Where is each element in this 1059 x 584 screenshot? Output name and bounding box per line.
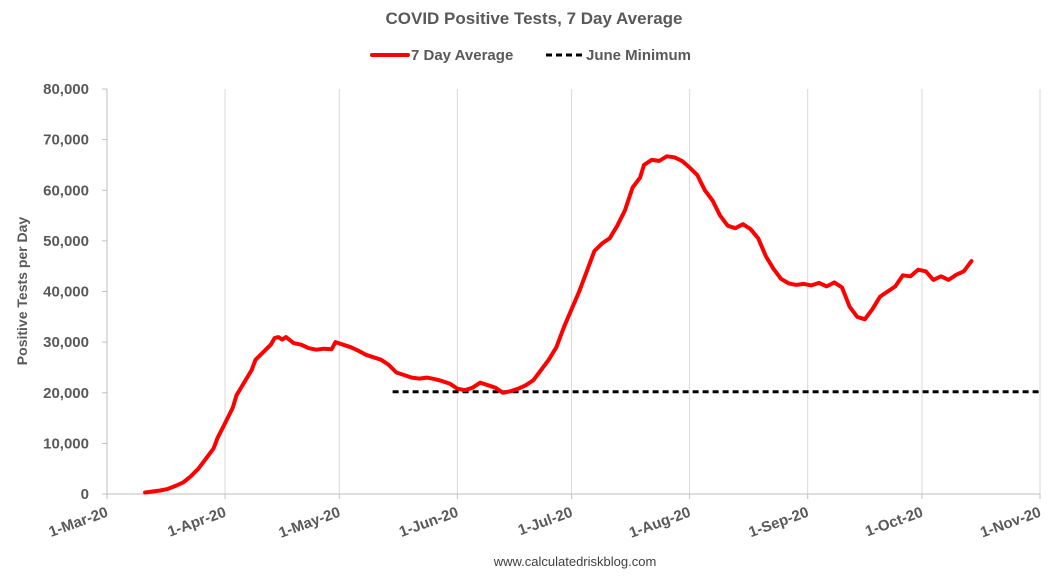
legend-label-7-day-average: 7 Day Average	[411, 47, 513, 64]
y-tick-label-3: 30,000	[43, 334, 89, 351]
series-group	[143, 154, 1040, 495]
y-axis-ticks: 0 10,000 20,000 30,000 40,000 50,000 60,000 70,…	[43, 81, 107, 503]
gridlines	[224, 89, 1041, 494]
chart-title: COVID Positive Tests, 7 Day Average	[386, 9, 683, 28]
y-tick-label-2: 20,000	[43, 385, 89, 402]
legend-label-june-minimum: June Minimum	[586, 47, 691, 64]
y-tick-label-7: 70,000	[43, 132, 89, 149]
y-tick-label-6: 60,000	[43, 182, 89, 199]
y-tick-label-8: 80,000	[43, 81, 89, 98]
y-tick-label-5: 50,000	[43, 233, 89, 250]
legend: 7 Day Average June Minimum	[370, 47, 691, 64]
y-tick-label-4: 40,000	[43, 284, 89, 301]
y-tick-label-1: 10,000	[43, 435, 89, 452]
source-credit: www.calculatedriskblog.com	[493, 554, 657, 569]
series-line-7-day-average	[143, 154, 974, 495]
y-tick-label-0: 0	[81, 486, 89, 503]
y-axis-label: Positive Tests per Day	[14, 217, 30, 366]
